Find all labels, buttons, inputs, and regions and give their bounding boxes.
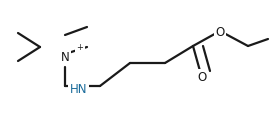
Text: O: O [197, 71, 207, 84]
Text: HN: HN [70, 83, 87, 96]
Text: O: O [215, 25, 225, 38]
Text: N: N [61, 51, 69, 64]
Text: +: + [76, 43, 83, 52]
